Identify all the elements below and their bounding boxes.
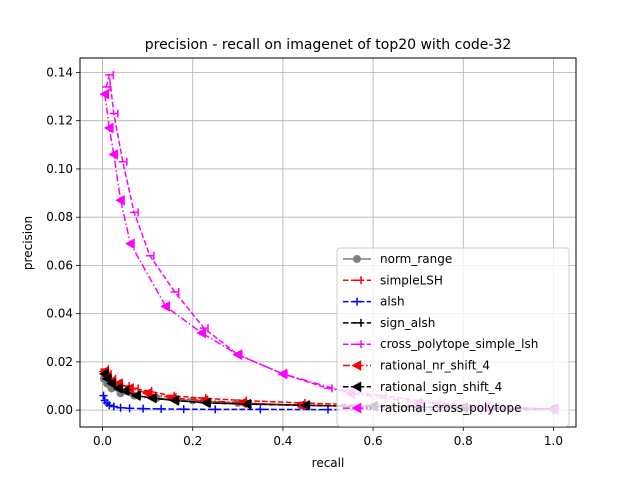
legend-label: rational_sign_shift_4	[380, 380, 502, 394]
data-point	[124, 238, 135, 250]
data-point	[139, 404, 148, 413]
data-point	[142, 387, 152, 399]
legend-box	[336, 247, 570, 427]
data-point	[241, 398, 252, 410]
data-point	[146, 392, 157, 404]
data-point	[157, 404, 166, 413]
data-point	[105, 70, 115, 79]
data-point	[299, 399, 310, 411]
y-tick-label: 0.14	[46, 65, 73, 79]
data-point	[102, 82, 111, 91]
y-tick-label: 0.12	[46, 114, 73, 128]
data-point	[106, 378, 116, 390]
legend-marker	[351, 360, 362, 371]
data-point	[118, 157, 128, 166]
y-axis: 0.00 0.02 0.04 0.06 0.08 0.10 0.12 0.14	[46, 65, 80, 417]
legend-marker	[351, 381, 362, 393]
y-tick-label: 0.00	[46, 403, 73, 417]
x-tick-label: 0.6	[364, 434, 383, 448]
data-point	[99, 391, 108, 400]
y-tick-label: 0.10	[46, 162, 73, 176]
data-point	[179, 405, 188, 414]
legend-marker	[353, 276, 362, 285]
legend-label: rational_cross_polytope	[380, 401, 522, 415]
legend-marker	[353, 340, 362, 349]
x-axis: 0.0 0.2 0.4 0.6 0.8 1.0	[93, 427, 563, 448]
y-tick-label: 0.02	[46, 355, 73, 369]
plot-frame	[79, 57, 577, 428]
data-point	[130, 390, 141, 402]
data-point	[324, 405, 332, 414]
legend-entry: cross_polytope_simple_lsh	[343, 337, 538, 351]
data-point	[105, 401, 114, 410]
data-point	[160, 300, 170, 312]
data-point	[99, 88, 110, 100]
legend-marker	[351, 402, 362, 414]
data-point	[109, 109, 119, 118]
chart-title: precision - recall on imagenet of top20 …	[145, 37, 512, 53]
series-line	[102, 395, 554, 411]
legend-entry: simpleLSH	[343, 273, 443, 287]
legend-label: sign_alsh	[380, 316, 435, 330]
legend-marker	[353, 297, 361, 306]
legend-entry: sign_alsh	[343, 316, 435, 330]
legend-label: cross_polytope_simple_lsh	[380, 337, 538, 351]
data-point	[256, 405, 265, 414]
legend-marker	[353, 255, 361, 263]
data-point	[196, 327, 206, 339]
data-point	[108, 149, 119, 160]
data-point	[109, 402, 118, 411]
y-tick-label: 0.06	[46, 258, 73, 272]
y-tick-label: 0.04	[46, 307, 73, 321]
data-point	[169, 395, 179, 406]
data-point	[232, 349, 243, 361]
data-point	[101, 373, 112, 385]
data-point	[115, 194, 125, 206]
legend-entry: norm_range	[343, 252, 452, 266]
legend-label: norm_range	[380, 252, 452, 266]
legend: norm_range simpleLSH alsh sign_alsh cross_po…	[336, 247, 570, 427]
y-tick-label: 0.08	[46, 210, 73, 224]
data-point	[200, 324, 209, 333]
data-point	[116, 403, 125, 412]
data-point	[211, 405, 220, 414]
legend-label: simpleLSH	[380, 273, 443, 287]
data-point	[145, 251, 155, 260]
x-tick-label: 1.0	[544, 434, 563, 448]
data-point	[200, 397, 211, 409]
legend-entry: rational_cross_polytope	[343, 401, 522, 415]
data-point	[119, 385, 130, 397]
data-point	[277, 368, 288, 380]
data-point	[170, 287, 180, 296]
data-point	[130, 208, 139, 217]
legend-entry: rational_sign_shift_4	[343, 380, 502, 394]
legend-entry: rational_nr_shift_4	[343, 359, 490, 373]
legend-marker	[353, 318, 362, 327]
legend-entry: alsh	[343, 295, 405, 309]
y-axis-label: precision	[21, 216, 35, 270]
data-point	[103, 122, 114, 134]
x-tick-label: 0.4	[273, 434, 292, 448]
x-tick-label: 0.2	[183, 434, 202, 448]
legend-label: alsh	[380, 295, 405, 309]
legend-label: rational_nr_shift_4	[380, 359, 490, 373]
x-axis-label: recall	[312, 456, 345, 470]
x-tick-label: 0.8	[454, 434, 473, 448]
data-point	[125, 404, 134, 413]
x-tick-label: 0.0	[93, 434, 112, 448]
